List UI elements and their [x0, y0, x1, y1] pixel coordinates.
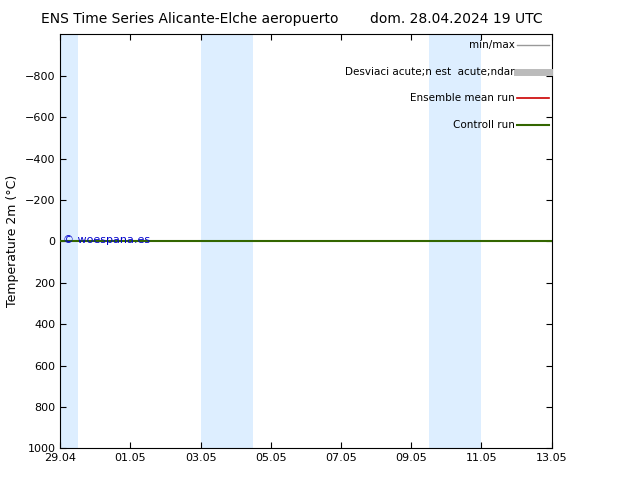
Text: Controll run: Controll run: [453, 121, 515, 130]
Y-axis label: Temperature 2m (°C): Temperature 2m (°C): [6, 175, 19, 307]
Bar: [429, 34, 481, 448]
Bar: [200, 34, 253, 448]
Bar: [60, 34, 78, 448]
Text: Desviaci acute;n est  acute;ndar: Desviaci acute;n est acute;ndar: [346, 67, 515, 76]
Text: min/max: min/max: [469, 40, 515, 49]
Text: Ensemble mean run: Ensemble mean run: [410, 94, 515, 103]
Text: ENS Time Series Alicante-Elche aeropuerto: ENS Time Series Alicante-Elche aeropuert…: [41, 12, 339, 26]
Text: © woespana.es: © woespana.es: [63, 235, 150, 245]
Text: dom. 28.04.2024 19 UTC: dom. 28.04.2024 19 UTC: [370, 12, 543, 26]
